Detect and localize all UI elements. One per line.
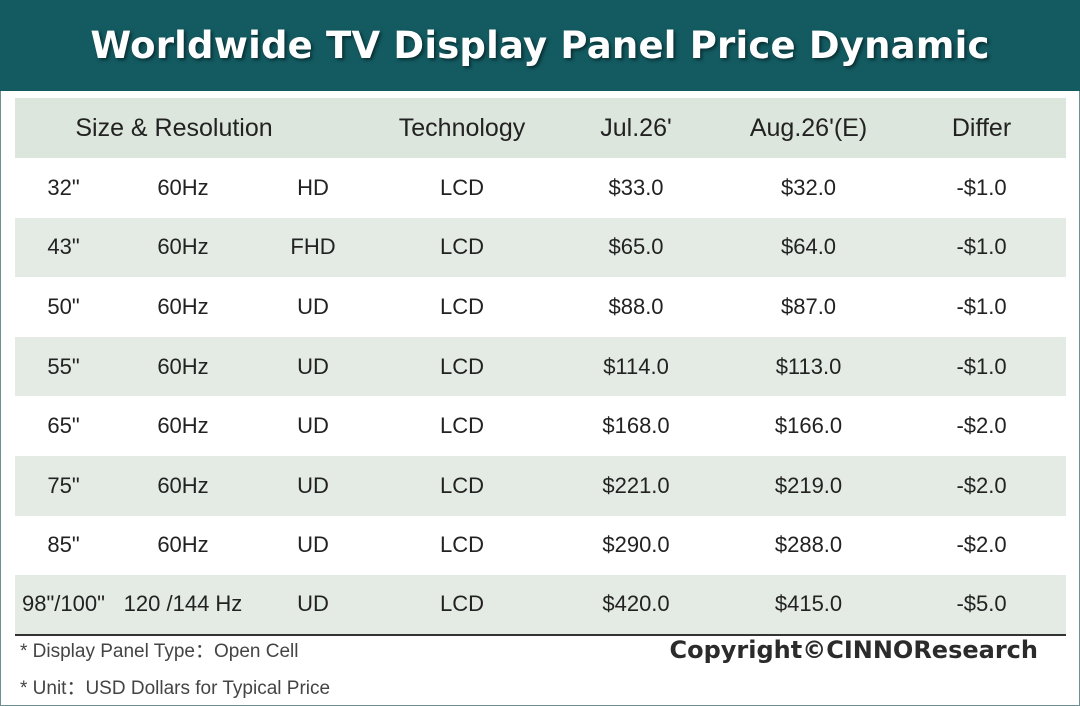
table-row: 75" 60Hz UD LCD $221.0 $219.0 -$2.0 bbox=[15, 455, 1067, 516]
cell-resolution: FHD bbox=[290, 234, 336, 260]
cell-jul-price: $88.0 bbox=[608, 293, 664, 319]
cell-aug-price: $166.0 bbox=[774, 413, 843, 439]
table-row: 98"/100" 120 /144 Hz UD LCD $420.0 $415.0 -$5.… bbox=[15, 575, 1067, 635]
cell-size: 85" bbox=[47, 532, 80, 558]
cell-technology: LCD bbox=[440, 353, 485, 379]
cell-size: 43" bbox=[47, 234, 80, 260]
table-body: 32" 60Hz HD LCD $33.0 $32.0 -$1.0 43" 60Hz FHD LCD… bbox=[15, 158, 1067, 635]
cell-technology: LCD bbox=[440, 532, 485, 558]
cell-resolution: UD bbox=[297, 591, 329, 617]
table-row: 50" 60Hz UD LCD $88.0 $87.0 -$1.0 bbox=[15, 277, 1067, 337]
cell-jul-price: $33.0 bbox=[608, 174, 664, 200]
cell-aug-price: $87.0 bbox=[780, 293, 837, 319]
chart-title: Worldwide TV Display Panel Price Dynamic bbox=[90, 24, 990, 67]
cell-refresh-rate: 60Hz bbox=[157, 472, 209, 498]
table-header-row: Size & Resolution Technology Jul.26' Aug… bbox=[15, 98, 1067, 158]
cell-refresh-rate: 60Hz bbox=[157, 174, 209, 200]
cell-technology: LCD bbox=[440, 174, 485, 200]
cell-differ: -$1.0 bbox=[956, 234, 1007, 260]
copyright-text: Copyright©CINNOResearch bbox=[669, 636, 1038, 664]
cell-differ: -$2.0 bbox=[956, 413, 1007, 439]
cell-size: 50" bbox=[47, 293, 80, 319]
cell-aug-price: $113.0 bbox=[775, 353, 842, 379]
cell-resolution: HD bbox=[297, 174, 329, 200]
cell-differ: -$2.0 bbox=[956, 532, 1007, 558]
cell-technology: LCD bbox=[440, 234, 485, 260]
cell-differ: -$5.0 bbox=[956, 591, 1007, 617]
cell-size: 32" bbox=[47, 174, 80, 200]
cell-aug-price: $219.0 bbox=[774, 472, 843, 498]
column-header-technology: Technology bbox=[398, 113, 526, 142]
cell-technology: LCD bbox=[440, 413, 485, 439]
table-row: 85" 60Hz UD LCD $290.0 $288.0 -$2.0 bbox=[15, 515, 1067, 576]
cell-differ: -$1.0 bbox=[956, 174, 1007, 200]
cell-aug-price: $288.0 bbox=[774, 532, 843, 558]
cell-jul-price: $114.0 bbox=[603, 353, 669, 379]
cell-size: 65" bbox=[47, 413, 80, 439]
table-row: 65" 60Hz UD LCD $168.0 $166.0 -$2.0 bbox=[15, 396, 1067, 456]
cell-resolution: UD bbox=[297, 293, 329, 319]
cell-technology: LCD bbox=[440, 293, 485, 319]
cell-refresh-rate: 60Hz bbox=[157, 413, 209, 439]
cell-size: 75" bbox=[47, 472, 80, 498]
column-header-differ: Differ bbox=[951, 113, 1012, 142]
cell-size: 55" bbox=[47, 353, 80, 379]
table-row: 32" 60Hz HD LCD $33.0 $32.0 -$1.0 bbox=[15, 158, 1067, 218]
cell-jul-price: $221.0 bbox=[602, 472, 670, 498]
column-header-size-resolution: Size & Resolution bbox=[75, 113, 273, 142]
cell-jul-price: $168.0 bbox=[602, 413, 670, 439]
cell-size: 98"/100" bbox=[22, 591, 105, 617]
cell-refresh-rate: 60Hz bbox=[157, 532, 209, 558]
cell-resolution: UD bbox=[297, 353, 329, 379]
cell-refresh-rate: 60Hz bbox=[157, 234, 209, 260]
table-row: 43" 60Hz FHD LCD $65.0 $64.0 -$1.0 bbox=[15, 217, 1067, 278]
cell-refresh-rate: 120 /144 Hz bbox=[123, 591, 243, 617]
title-banner: Worldwide TV Display Panel Price Dynamic bbox=[0, 0, 1080, 91]
cell-jul-price: $420.0 bbox=[602, 591, 670, 617]
footnote-unit: * Unit：USD Dollars for Typical Price bbox=[20, 678, 331, 699]
cell-resolution: UD bbox=[297, 472, 329, 498]
cell-aug-price: $32.0 bbox=[780, 174, 837, 200]
cell-resolution: UD bbox=[297, 413, 329, 439]
cell-refresh-rate: 60Hz bbox=[157, 293, 209, 319]
footnote-panel-type: * Display Panel Type：Open Cell bbox=[20, 641, 299, 662]
price-table: Size & Resolution Technology Jul.26' Aug… bbox=[15, 98, 1067, 636]
cell-differ: -$1.0 bbox=[956, 293, 1007, 319]
column-header-jul: Jul.26' bbox=[600, 113, 672, 142]
table-row: 55" 60Hz UD LCD $114.0 $113.0 -$1.0 bbox=[15, 336, 1067, 397]
cell-technology: LCD bbox=[440, 472, 485, 498]
cell-jul-price: $65.0 bbox=[608, 234, 664, 260]
cell-differ: -$2.0 bbox=[956, 472, 1007, 498]
cell-aug-price: $64.0 bbox=[780, 234, 837, 260]
cell-refresh-rate: 60Hz bbox=[157, 353, 209, 379]
cell-resolution: UD bbox=[297, 532, 329, 558]
cell-jul-price: $290.0 bbox=[602, 532, 670, 558]
column-header-aug: Aug.26'(E) bbox=[749, 113, 868, 142]
cell-technology: LCD bbox=[440, 591, 485, 617]
cell-differ: -$1.0 bbox=[956, 353, 1007, 379]
cell-aug-price: $415.0 bbox=[774, 591, 843, 617]
